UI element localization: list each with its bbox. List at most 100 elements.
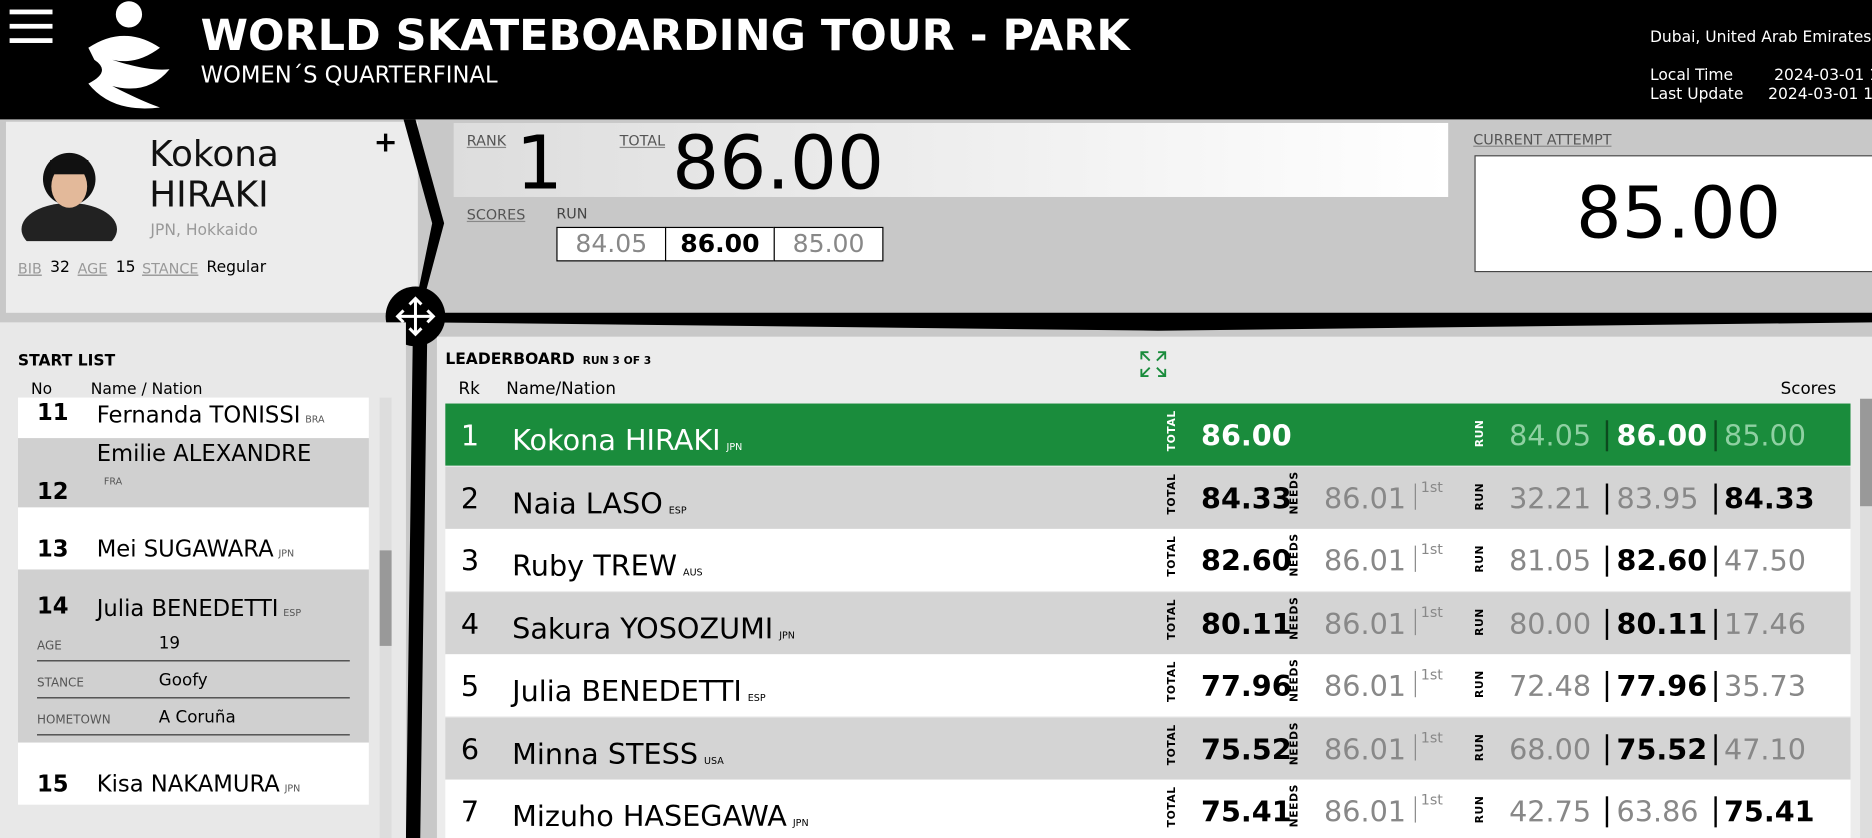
no-header: No	[31, 380, 53, 399]
place: 1st	[1420, 791, 1443, 809]
nation: ESP	[668, 504, 687, 516]
run-score: 84.05	[556, 226, 667, 262]
age: 15	[115, 259, 136, 277]
athlete-cell: Naia LASO ESP	[512, 487, 686, 520]
rank: 5	[460, 669, 480, 704]
name: Kisa NAKAMURA	[96, 771, 280, 798]
logo	[88, 1, 170, 109]
total: 84.33	[1201, 481, 1292, 516]
run-score: 80.11	[1616, 607, 1708, 641]
separator	[1414, 482, 1416, 510]
needs-label: NEEDS	[1289, 596, 1302, 640]
total-label: TOTAL	[1166, 472, 1179, 514]
total: 82.60	[1201, 544, 1292, 578]
total-label: TOTAL	[1166, 660, 1179, 703]
name: Ruby TREW	[512, 549, 678, 583]
detail-label: STANCE	[37, 676, 84, 691]
start-list-row: 11 Fernanda TONISSI BRA	[17, 397, 369, 439]
run-score: 75.52	[1616, 732, 1708, 766]
start-number: 11	[37, 399, 69, 427]
local-time-label: Local Time	[1649, 66, 1734, 85]
stance: Regular	[206, 259, 267, 277]
leaderboard-title: LEADERBOARD	[445, 351, 575, 369]
run-label: RUN	[1474, 419, 1487, 448]
start-number: 12	[37, 478, 69, 506]
total: 77.96	[1201, 669, 1292, 704]
needs: 86.01	[1324, 669, 1407, 704]
athlete-name: Fernanda TONISSI BRA	[97, 402, 325, 428]
total-label: TOTAL	[1166, 723, 1179, 765]
start-list-row: 14 Julia BENEDETTI ESP AGE 19 STANCE Goofy HOME…	[17, 569, 369, 743]
separator	[1605, 733, 1609, 765]
athlete-name: Mei SUGAWARA JPN	[97, 536, 294, 562]
run-score: 42.75	[1509, 795, 1592, 829]
bib: 32	[50, 259, 70, 277]
local-time: 2024-03-01 1	[1774, 66, 1872, 85]
add-button[interactable]: +	[373, 125, 398, 159]
menu-button[interactable]	[9, 9, 53, 46]
rk-header: Rk	[458, 379, 480, 399]
leaderboard-row: 2 Naia LASO ESP TOTAL 84.33 NEEDS 86.01 1st RUN 3…	[445, 466, 1851, 529]
run-score: 77.96	[1616, 669, 1708, 704]
nation: ESP	[283, 607, 302, 619]
name: Emilie ALEXANDRE	[96, 440, 312, 467]
needs-label: NEEDS	[1289, 784, 1302, 828]
separator	[1414, 796, 1416, 823]
run-score: 80.00	[1509, 607, 1592, 641]
separator	[1605, 420, 1609, 452]
rank: 1	[515, 119, 563, 207]
nation: ESP	[747, 692, 766, 704]
run-score: 85.00	[1723, 419, 1807, 453]
separator	[1605, 608, 1609, 640]
athlete-first-name: Kokona	[149, 133, 279, 176]
rank-label: RANK	[466, 132, 507, 150]
separator	[1414, 608, 1416, 635]
needs-label: NEEDS	[1289, 721, 1302, 765]
place: 1st	[1420, 478, 1443, 495]
run-label: RUN	[1474, 607, 1487, 636]
expand-button[interactable]	[1140, 351, 1167, 378]
scrollbar[interactable]	[1860, 398, 1872, 838]
needs: 86.01	[1324, 795, 1407, 829]
run-score: 86.00	[1616, 419, 1708, 453]
start-list-row: 13 Mei SUGAWARA JPN	[17, 507, 369, 570]
needs-label: NEEDS	[1289, 658, 1302, 703]
run-label: RUN	[1474, 544, 1487, 573]
run-score: 84.33	[1723, 481, 1815, 516]
bib-label: BIB	[17, 260, 42, 277]
attempt-label: CURRENT ATTEMPT	[1473, 131, 1612, 149]
rank: 7	[460, 795, 480, 829]
run-info: RUN 3 OF 3	[582, 355, 652, 368]
separator	[1605, 796, 1609, 828]
separator	[1714, 670, 1717, 703]
nation: USA	[703, 755, 724, 766]
stance-label: STANCE	[142, 260, 199, 277]
athlete-cell: Mizuho HASEGAWA JPN	[512, 800, 808, 833]
nation: JPN	[779, 629, 795, 641]
needs: 86.01	[1324, 544, 1407, 578]
athlete-cell: Ruby TREW AUS	[512, 549, 702, 582]
detail-label: AGE	[37, 639, 62, 654]
detail-value: Goofy	[158, 670, 208, 691]
name-header: Name / Nation	[90, 380, 203, 399]
athlete-photo	[21, 152, 117, 242]
name: Julia BENEDETTI	[512, 674, 742, 708]
scrollbar[interactable]	[379, 397, 392, 838]
separator	[1714, 545, 1717, 577]
run-score: 82.60	[1616, 544, 1708, 578]
athlete-origin: JPN, Hokkaido	[150, 222, 258, 240]
last-update: 2024-03-01 15	[1768, 85, 1872, 104]
nation: JPN	[726, 441, 743, 453]
place: 1st	[1420, 603, 1443, 621]
total: 86.00	[672, 119, 885, 207]
leaderboard-row: 1 Kokona HIRAKI JPN TOTAL 86.00 RUN 84.05 86.00…	[445, 403, 1851, 466]
nation: JPN	[792, 817, 809, 829]
run-score: 75.41	[1723, 795, 1815, 829]
event-phase: WOMEN´S QUARTERFINAL	[200, 62, 498, 89]
separator	[1414, 733, 1416, 760]
place: 1st	[1420, 540, 1443, 558]
location: Dubai, United Arab Emirates	[1649, 28, 1872, 47]
start-number: 14	[37, 593, 69, 620]
name: Fernanda TONISSI	[96, 402, 301, 429]
